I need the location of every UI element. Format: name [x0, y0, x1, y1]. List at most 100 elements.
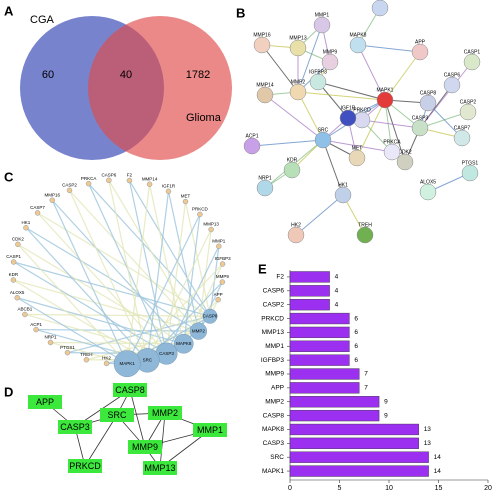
node-label: KDR — [287, 157, 298, 163]
node-label: MAPK1 — [377, 87, 394, 93]
network-edge — [51, 200, 128, 364]
x-tick-label: 0 — [288, 485, 292, 492]
node-label: PRKCA — [383, 139, 401, 145]
x-tick-label: 20 — [484, 485, 492, 492]
network-node — [189, 322, 208, 340]
node-label: ACP1 — [30, 322, 42, 327]
network-edge — [37, 212, 167, 355]
network-node — [309, 73, 327, 91]
network-node — [28, 395, 62, 409]
x-tick-label: 5 — [338, 485, 342, 492]
network-node — [219, 261, 226, 267]
network-edge — [197, 229, 212, 332]
network-edge — [24, 313, 211, 317]
node-label: ABCB1 — [372, 0, 389, 1]
y-tick-label: MAPK8 — [262, 426, 284, 433]
value-label: 6 — [354, 315, 358, 322]
network-node — [443, 76, 461, 94]
venn-count: 1782 — [186, 69, 210, 81]
network-edge — [68, 190, 148, 361]
network-edge — [183, 214, 201, 344]
network-edge — [197, 281, 223, 332]
network-node — [22, 311, 28, 318]
node-label: SRC — [107, 410, 127, 420]
node-label: CASP6 — [444, 72, 461, 78]
bar — [289, 451, 429, 463]
node-label: MMP2 — [152, 408, 178, 418]
bar — [289, 285, 330, 297]
network-node — [463, 53, 481, 71]
value-label: 14 — [434, 468, 442, 475]
node-label: SRC — [318, 127, 329, 133]
network-edge — [36, 328, 199, 332]
network-edge — [251, 139, 324, 147]
bar — [289, 312, 350, 325]
network-node — [461, 164, 479, 182]
node-label: SRC — [143, 358, 153, 363]
y-tick-label: MMP9 — [265, 371, 284, 378]
node-label: IGF1R — [162, 184, 176, 189]
network-node — [313, 16, 331, 34]
node-label: APP — [36, 397, 54, 407]
network-node — [289, 39, 307, 57]
network-node — [23, 225, 29, 231]
node-label: MMP1 — [212, 238, 225, 243]
node-label: F2 — [127, 173, 133, 178]
node-label: CASP8 — [203, 313, 218, 318]
node-label: MMP1 — [197, 425, 223, 435]
network-edge — [108, 180, 148, 361]
node-label: IGFBP3 — [309, 69, 327, 75]
network-node — [376, 91, 394, 109]
network-edge — [128, 180, 211, 317]
y-tick-label: CASP6 — [263, 288, 285, 295]
y-tick-label: F2 — [276, 274, 284, 281]
network-edge — [25, 227, 148, 361]
network-node — [459, 103, 477, 121]
network-node — [113, 383, 147, 397]
network-node — [289, 83, 307, 101]
network-edge — [295, 194, 344, 236]
network-edge — [13, 279, 199, 332]
network-node — [419, 94, 437, 112]
network-node — [348, 149, 366, 167]
y-tick-label: MMP1 — [265, 343, 284, 350]
node-label: TREH — [358, 222, 372, 228]
network-node — [321, 53, 339, 71]
node-label: MET — [352, 145, 363, 151]
venn-label: CGA — [30, 14, 55, 26]
node-label: PTGS1 — [462, 160, 479, 166]
network-node — [216, 243, 222, 249]
y-tick-label: PRKCD — [261, 315, 284, 322]
network-node — [100, 408, 134, 422]
node-label: PRKCD — [192, 207, 209, 212]
bar — [289, 423, 419, 436]
value-label: 7 — [364, 371, 368, 378]
network-edge — [128, 180, 168, 354]
network-edge — [16, 297, 128, 365]
node-label: ALOX5 — [420, 179, 436, 185]
node-label: MMP13 — [144, 463, 175, 473]
network-node — [396, 153, 414, 171]
network-node — [256, 86, 274, 104]
y-tick-label: IGFBP3 — [261, 357, 285, 364]
x-tick-label: 15 — [435, 485, 443, 492]
node-label: MMP9 — [216, 274, 229, 279]
bar — [289, 465, 429, 477]
network-edge — [419, 61, 473, 129]
network-node — [10, 277, 17, 283]
node-label: CASP3 — [412, 115, 429, 121]
bar — [289, 354, 350, 366]
network-node — [128, 440, 162, 454]
network-edge — [261, 44, 299, 93]
bar — [289, 409, 380, 422]
network-node — [197, 211, 203, 218]
node-label: NRP1 — [258, 175, 272, 181]
network-node — [103, 360, 110, 367]
value-label: 13 — [424, 440, 432, 447]
network-node — [349, 36, 367, 54]
y-tick-label: MAPK1 — [262, 468, 284, 475]
network-node — [383, 143, 401, 161]
value-label: 13 — [424, 426, 432, 433]
node-label: TREH — [80, 352, 92, 357]
network-edge — [148, 184, 185, 344]
